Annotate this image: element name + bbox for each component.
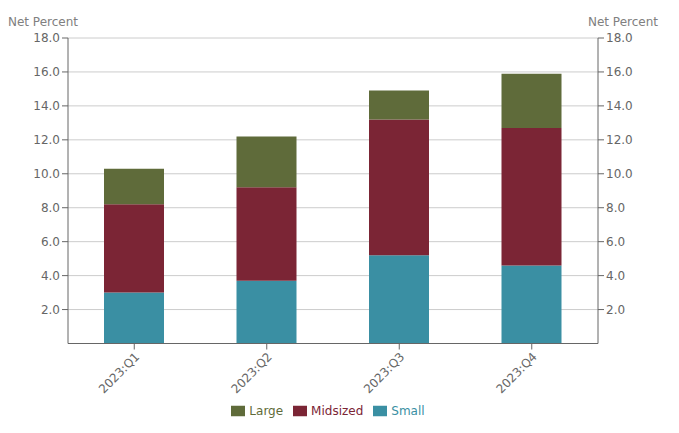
svg-text:16.0: 16.0 bbox=[606, 65, 633, 79]
svg-text:2023:Q1: 2023:Q1 bbox=[96, 350, 142, 396]
svg-text:2.0: 2.0 bbox=[606, 303, 625, 317]
svg-text:2023:Q4: 2023:Q4 bbox=[493, 350, 539, 396]
svg-text:6.0: 6.0 bbox=[606, 235, 625, 249]
svg-text:8.0: 8.0 bbox=[41, 201, 60, 215]
svg-text:10.0: 10.0 bbox=[33, 167, 60, 181]
svg-text:2023:Q3: 2023:Q3 bbox=[361, 350, 407, 396]
svg-text:4.0: 4.0 bbox=[41, 269, 60, 283]
html-text:Large: Large bbox=[249, 403, 284, 418]
svg-text:2023:Q2: 2023:Q2 bbox=[228, 350, 274, 396]
svg-text:16.0: 16.0 bbox=[33, 65, 60, 79]
html-text:Midsized: Midsized bbox=[311, 403, 364, 418]
html-text:Small: Small bbox=[391, 403, 425, 418]
svg-text:12.0: 12.0 bbox=[33, 133, 60, 147]
svg-text:14.0: 14.0 bbox=[606, 99, 633, 113]
svg-text:4.0: 4.0 bbox=[606, 269, 625, 283]
svg-text:8.0: 8.0 bbox=[606, 201, 625, 215]
svg-text:14.0: 14.0 bbox=[33, 99, 60, 113]
svg-text:18.0: 18.0 bbox=[33, 31, 60, 45]
svg-text:2.0: 2.0 bbox=[41, 303, 60, 317]
svg-text:10.0: 10.0 bbox=[606, 167, 633, 181]
svg-text:18.0: 18.0 bbox=[606, 31, 633, 45]
svg-text:6.0: 6.0 bbox=[41, 235, 60, 249]
svg-text:Net Percent: Net Percent bbox=[8, 15, 78, 29]
svg-text:12.0: 12.0 bbox=[606, 133, 633, 147]
svg-text:Net Percent: Net Percent bbox=[588, 15, 658, 29]
